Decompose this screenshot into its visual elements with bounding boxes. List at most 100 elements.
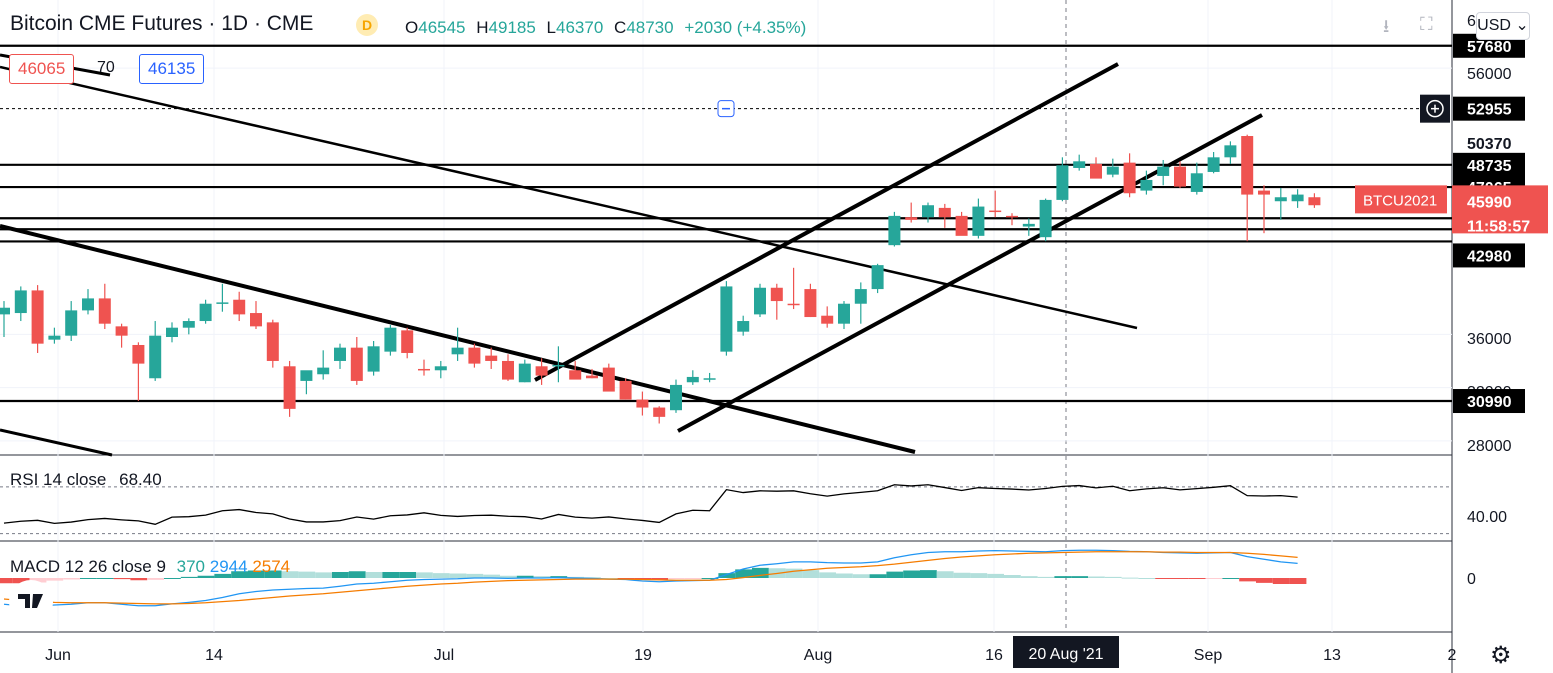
chevron-down-icon: ⌄ bbox=[1510, 17, 1529, 34]
macd-histogram-bar bbox=[1155, 578, 1172, 579]
candle-body bbox=[1308, 197, 1321, 206]
interval-label[interactable]: 1D bbox=[221, 12, 249, 35]
time-axis-label: 16 bbox=[985, 647, 1003, 664]
time-axis-label: Sep bbox=[1194, 647, 1223, 664]
candle-body bbox=[1274, 197, 1287, 202]
delayed-data-badge[interactable]: D bbox=[356, 14, 378, 36]
macd-histogram-bar bbox=[197, 575, 215, 578]
candle-body bbox=[31, 290, 44, 344]
candle-body bbox=[82, 298, 94, 311]
sell-button[interactable]: 46065 bbox=[9, 54, 75, 84]
time-axis-label: Jul bbox=[434, 647, 454, 664]
macd-histogram-bar bbox=[214, 573, 232, 578]
macd-histogram-bar bbox=[1121, 577, 1139, 579]
macd-histogram-bar bbox=[46, 578, 64, 581]
macd-histogram-bar bbox=[651, 578, 668, 580]
candle-body bbox=[0, 307, 10, 315]
macd-legend[interactable]: MACD 12 26 close 9 370 2944 2574 bbox=[10, 557, 290, 577]
macd-histogram-bar bbox=[113, 578, 131, 580]
candle-body bbox=[821, 315, 834, 324]
macd-histogram-bar bbox=[248, 570, 265, 578]
symbol-title: Bitcoin CME Futures bbox=[10, 12, 203, 35]
close-key: C bbox=[614, 18, 627, 37]
candle-body bbox=[720, 286, 733, 352]
macd-histogram-bar bbox=[752, 567, 769, 578]
high-value: 49185 bbox=[488, 18, 536, 37]
macd-histogram-bar bbox=[802, 570, 820, 578]
candle-body bbox=[199, 303, 212, 322]
time-axis-label: Jun bbox=[45, 647, 71, 664]
fullscreen-icon[interactable]: ⛶ bbox=[1420, 14, 1433, 34]
level-price-label: 57680 bbox=[1467, 39, 1512, 56]
macd-histogram-bar bbox=[869, 574, 887, 578]
candle-body bbox=[838, 303, 850, 324]
candle-body bbox=[485, 355, 498, 361]
level-price-label: 48735 bbox=[1467, 158, 1512, 175]
macd-axis-tick: 0 bbox=[1467, 571, 1476, 588]
macd-histogram-bar bbox=[1172, 578, 1189, 579]
macd-histogram-bar bbox=[1020, 576, 1038, 578]
candle-body bbox=[1174, 166, 1186, 187]
gear-icon[interactable]: ⚙ bbox=[1490, 642, 1512, 669]
macd-histogram-bar bbox=[668, 578, 685, 579]
candle-body bbox=[854, 289, 867, 304]
candle-body bbox=[905, 217, 918, 220]
candle-body bbox=[1157, 166, 1170, 176]
candle-body bbox=[1073, 161, 1086, 168]
level-price-label: 42980 bbox=[1467, 248, 1512, 265]
ohlc-values: O46545 H49185 L46370 C48730 +2030 (+4.35… bbox=[405, 18, 812, 38]
candle-body bbox=[552, 364, 565, 367]
trend-line bbox=[534, 62, 1119, 382]
buy-button[interactable]: 46135 bbox=[139, 54, 205, 84]
currency-select[interactable]: USD ⌄ bbox=[1476, 12, 1530, 40]
candle-body bbox=[787, 303, 800, 306]
open-key: O bbox=[405, 18, 419, 37]
macd-histogram-bar bbox=[365, 572, 383, 578]
candle-body bbox=[569, 370, 582, 380]
time-axis-label: 20 Aug '21 bbox=[1028, 646, 1103, 663]
candle-body bbox=[149, 335, 162, 379]
macd-histogram-bar bbox=[332, 572, 349, 578]
candle-body bbox=[754, 287, 766, 315]
candle-body bbox=[48, 335, 61, 340]
low-value: 46370 bbox=[556, 18, 604, 37]
macd-histogram-bar bbox=[903, 570, 920, 578]
macd-histogram-bar bbox=[483, 574, 500, 578]
rsi-legend[interactable]: RSI 14 close 68.40 bbox=[10, 470, 162, 490]
current-price-label: 45990 bbox=[1467, 194, 1512, 211]
candle-body bbox=[703, 378, 716, 380]
candle-body bbox=[166, 327, 178, 338]
macd-histogram-bar bbox=[718, 573, 736, 578]
macd-histogram-bar bbox=[1104, 576, 1122, 578]
candle-body bbox=[670, 384, 682, 411]
candle-body bbox=[182, 321, 195, 328]
rsi-line bbox=[3, 484, 1298, 525]
candles-group bbox=[0, 134, 1321, 424]
macd-histogram-bar bbox=[1071, 576, 1088, 578]
macd-histogram-bar bbox=[80, 578, 97, 579]
time-axis-label: 14 bbox=[205, 647, 223, 664]
candle-body bbox=[1258, 190, 1270, 195]
macd-histogram-bar bbox=[533, 576, 551, 578]
candle-body bbox=[989, 210, 1002, 213]
arrow-down-icon[interactable]: ⭳ bbox=[1383, 16, 1390, 36]
candle-body bbox=[636, 399, 649, 408]
candle-body bbox=[686, 376, 699, 383]
candle-body bbox=[737, 321, 750, 332]
tradingview-logo-icon bbox=[9, 580, 53, 624]
macd-histogram-bar bbox=[432, 573, 450, 578]
macd-histogram-bar bbox=[970, 573, 988, 578]
candle-body bbox=[317, 367, 330, 375]
separator-dot: · bbox=[208, 12, 222, 35]
symbol-tag bbox=[1355, 185, 1447, 214]
macd-histogram-bar bbox=[819, 572, 836, 578]
spread-value: 70 bbox=[97, 59, 115, 76]
macd-signal-line bbox=[3, 551, 1298, 605]
macd-histogram-bar bbox=[281, 571, 299, 578]
candle-body bbox=[216, 302, 229, 304]
level-price-tag bbox=[1453, 243, 1525, 268]
symbol-tag-label: BTCU2021 bbox=[1363, 192, 1437, 209]
macd-histogram-bar bbox=[1037, 576, 1055, 578]
candle-body bbox=[1140, 179, 1153, 191]
